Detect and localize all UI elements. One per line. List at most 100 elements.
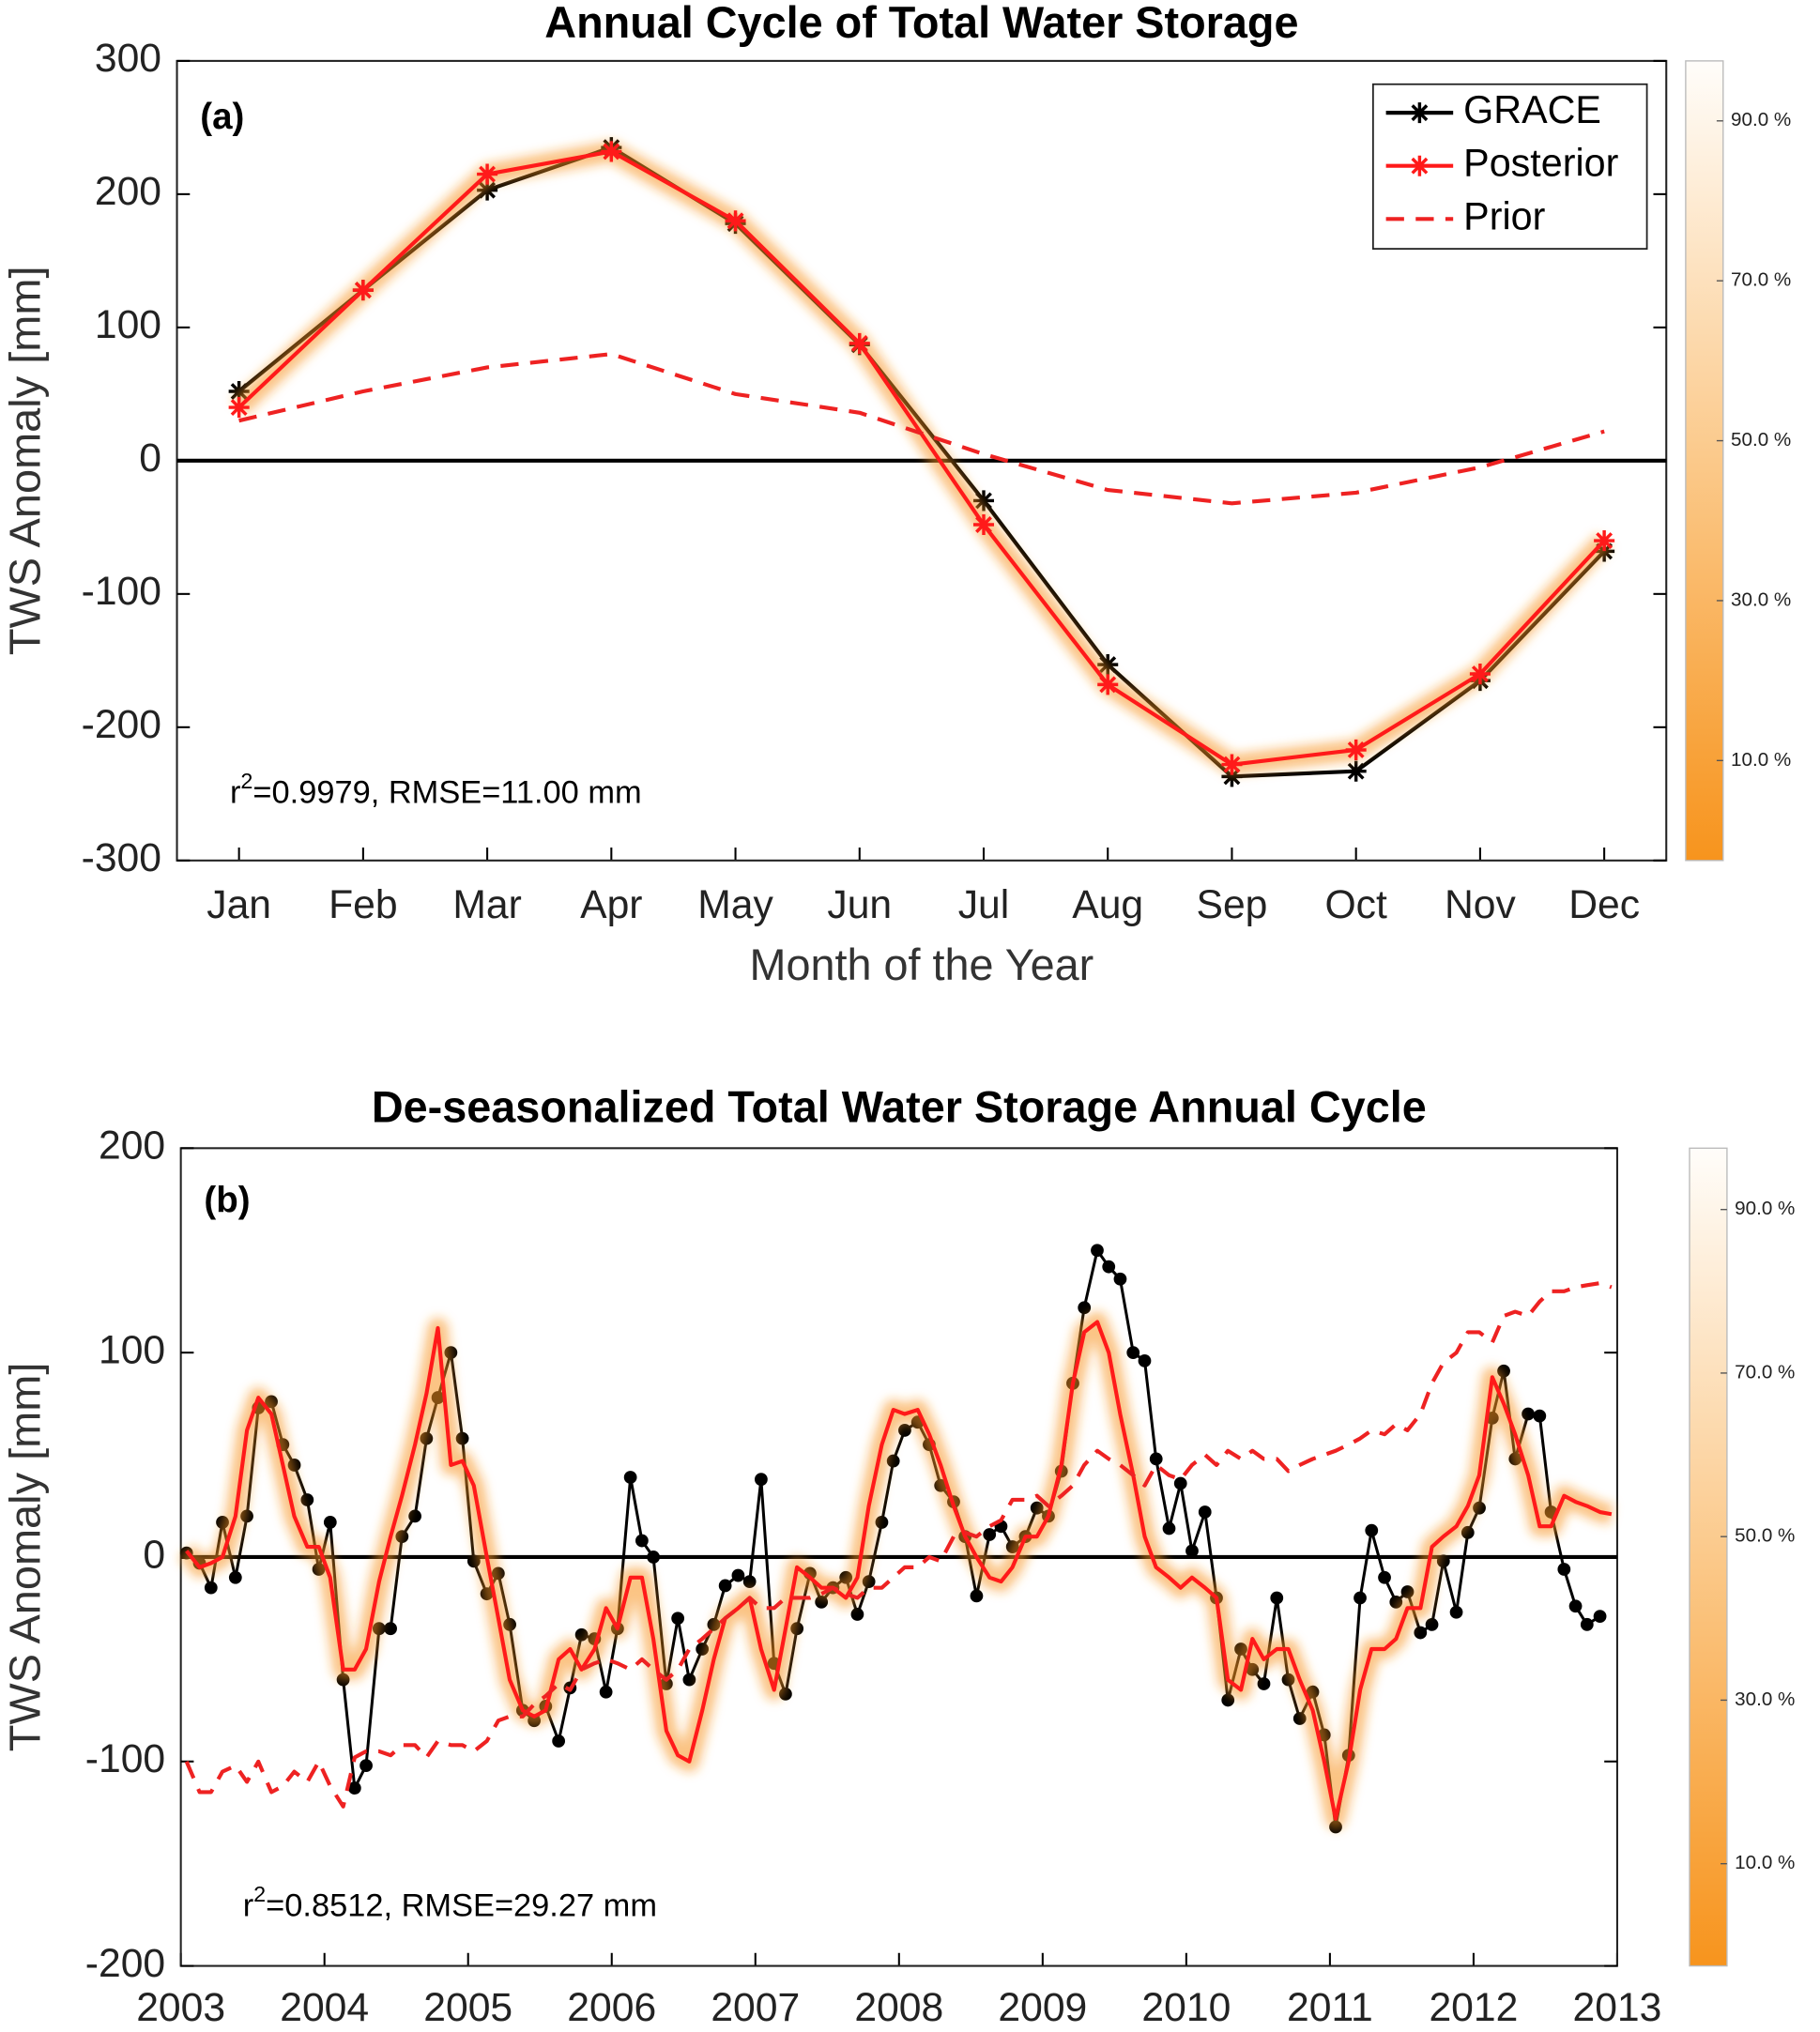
x-tick-label: Feb: [329, 882, 398, 927]
colorbar-tick-label: 70.0 %: [1731, 269, 1791, 291]
y-tick-label: -100: [85, 1736, 165, 1781]
x-tick-label: Apr: [580, 882, 642, 927]
colorbar-tick-label: 30.0 %: [1735, 1688, 1795, 1710]
marker-asterisk: [228, 397, 250, 419]
x-tick-label: Jun: [827, 882, 892, 927]
marker-asterisk: [972, 513, 995, 536]
marker-dot: [1533, 1409, 1547, 1423]
marker-dot: [1149, 1452, 1163, 1466]
marker-dot: [1354, 1591, 1367, 1605]
marker-dot: [815, 1595, 829, 1609]
y-tick-label: -200: [82, 702, 161, 747]
legend-label: Posterior: [1463, 142, 1618, 185]
series-line: [238, 352, 1605, 506]
chart-title: De-seasonalized Total Water Storage Annu…: [372, 1083, 1427, 1132]
marker-asterisk: [1594, 529, 1615, 552]
x-tick-label: Dec: [1568, 882, 1640, 927]
marker-dot: [875, 1516, 889, 1529]
marker-dot: [1198, 1505, 1212, 1519]
marker-dot: [1522, 1407, 1535, 1421]
colorbar-tick-label: 50.0 %: [1735, 1525, 1795, 1547]
legend-label: GRACE: [1463, 88, 1601, 131]
x-tick-label: 2003: [136, 1985, 225, 2030]
x-tick-label: Jan: [206, 882, 271, 927]
marker-asterisk: [601, 141, 622, 162]
y-tick-label: 100: [99, 1327, 165, 1372]
marker-dot: [300, 1493, 314, 1506]
stats-annotation: r2=0.9979, RMSE=11.00 mm: [230, 769, 642, 810]
marker-dot: [671, 1612, 685, 1626]
marker-dot: [742, 1575, 757, 1588]
marker-dot: [574, 1627, 589, 1642]
marker-dot: [898, 1424, 911, 1437]
y-tick-label: 200: [99, 1123, 165, 1169]
marker-dot: [359, 1759, 373, 1773]
colorbar-tick-label: 10.0 %: [1735, 1852, 1795, 1873]
x-tick-label: 2009: [998, 1985, 1087, 2030]
y-tick-label: -200: [85, 1941, 165, 1986]
stats-annotation: r2=0.8512, RMSE=29.27 mm: [243, 1882, 657, 1923]
marker-dot: [552, 1734, 566, 1748]
panel-tag: (b): [204, 1180, 250, 1220]
x-tick-label: 2007: [711, 1985, 800, 2030]
marker-asterisk: [849, 332, 870, 354]
x-tick-label: Sep: [1197, 882, 1268, 927]
colorbar-tick-label: 10.0 %: [1731, 749, 1791, 771]
marker-dot: [1185, 1544, 1199, 1558]
marker-asterisk: [1469, 663, 1491, 685]
series-line: [184, 1280, 1613, 1809]
colorbar: [1685, 60, 1724, 862]
marker-asterisk: [1221, 754, 1243, 775]
marker-dot: [886, 1454, 900, 1468]
marker-dot: [1102, 1260, 1116, 1274]
stats-symbol: r: [230, 774, 240, 810]
marker-dot: [347, 1781, 361, 1795]
marker-asterisk: [477, 179, 498, 201]
x-tick-label: 2010: [1141, 1985, 1231, 2030]
panel-tag: (a): [200, 97, 244, 137]
marker-dot: [1173, 1476, 1187, 1490]
y-tick-label: 0: [139, 435, 161, 481]
x-tick-label: Jul: [958, 882, 1010, 927]
stats-symbol: r: [243, 1888, 253, 1924]
stats-superscript: 2: [253, 1882, 266, 1906]
y-tick-label: 200: [95, 169, 161, 214]
marker-dot: [850, 1608, 864, 1621]
marker-dot: [1568, 1599, 1583, 1613]
marker-dot: [635, 1534, 649, 1548]
marker-asterisk: [352, 280, 374, 301]
marker-dot: [1126, 1346, 1140, 1360]
x-tick-label: 2004: [280, 1985, 369, 2030]
colorbar-tick-label: 90.0 %: [1731, 109, 1791, 130]
marker-dot: [1449, 1605, 1463, 1619]
marker-dot: [1292, 1712, 1307, 1725]
y-tick-label: -100: [82, 569, 161, 614]
y-tick-label: -300: [82, 835, 161, 880]
x-tick-label: 2008: [854, 1985, 943, 2030]
x-tick-label: Nov: [1445, 882, 1516, 927]
marker-asterisk: [1345, 760, 1367, 782]
y-tick-label: 100: [95, 302, 161, 347]
legend-marker: [1409, 155, 1430, 176]
marker-dot: [408, 1509, 421, 1523]
marker-asterisk: [1345, 739, 1367, 761]
marker-dot: [323, 1516, 337, 1529]
y-tick-label: 300: [95, 36, 161, 81]
marker-dot: [1221, 1693, 1235, 1707]
chart-title: Annual Cycle of Total Water Storage: [544, 0, 1298, 47]
marker-dot: [1365, 1523, 1379, 1537]
marker-dot: [647, 1551, 661, 1564]
marker-dot: [1593, 1610, 1607, 1624]
marker-dot: [1113, 1272, 1127, 1286]
legend-label: Prior: [1463, 194, 1545, 237]
marker-asterisk: [477, 163, 498, 185]
marker-dot: [1138, 1353, 1152, 1367]
marker-dot: [1400, 1585, 1415, 1598]
x-tick-label: 2006: [567, 1985, 656, 2030]
marker-dot: [731, 1568, 745, 1582]
marker-dot: [599, 1685, 613, 1699]
marker-asterisk: [228, 380, 250, 403]
x-tick-label: 2011: [1287, 1985, 1373, 2030]
x-tick-label: Oct: [1324, 882, 1386, 927]
